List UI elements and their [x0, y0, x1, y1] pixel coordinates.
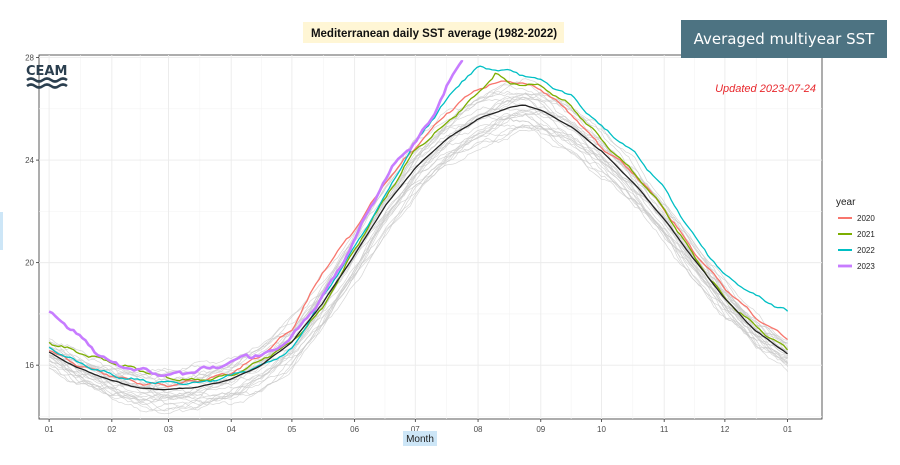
wave-icon — [26, 77, 68, 83]
x-tick-label: 03 — [164, 425, 173, 434]
x-tick-label: 09 — [536, 425, 545, 434]
y-tick-label: 28 — [25, 54, 34, 63]
updated-annotation: Updated 2023-07-24 — [715, 83, 816, 95]
series-line-2023 — [48, 59, 464, 377]
x-axis-ticks: 01 02 03 04 05 06 07 08 09 10 11 12 01 — [45, 419, 793, 434]
legend: year 2020 2021 2022 2023 — [836, 197, 875, 271]
x-tick-label: 05 — [287, 425, 296, 434]
chart-title-background — [303, 22, 564, 43]
historical-year-line — [48, 125, 788, 415]
x-tick-label: 06 — [350, 425, 359, 434]
x-tick-label: 02 — [107, 425, 116, 434]
x-axis-label-background — [403, 431, 437, 446]
y-tick-label: 24 — [25, 156, 34, 165]
x-tick-label: 08 — [474, 425, 483, 434]
x-axis-label: Month — [406, 434, 434, 445]
historical-year-line — [48, 113, 788, 405]
x-tick-label: 12 — [720, 425, 729, 434]
historical-year-line — [48, 109, 788, 403]
historical-year-line — [49, 117, 788, 405]
wave-icon — [26, 83, 68, 89]
x-tick-label: 07 — [411, 425, 420, 434]
legend-title: year — [836, 197, 856, 208]
ceam-logo: CEAM — [26, 64, 68, 89]
historical-year-line — [48, 113, 788, 401]
x-tick-label: 01 — [45, 425, 54, 434]
historical-year-line — [48, 94, 788, 387]
x-tick-label: 04 — [227, 425, 236, 434]
plot-panel — [38, 54, 823, 420]
x-tick-label: 11 — [660, 425, 669, 434]
x-tick-label: 01 — [783, 425, 792, 434]
x-tick-label: 10 — [597, 425, 606, 434]
historical-year-line — [48, 92, 788, 391]
grid-lines — [39, 55, 822, 419]
y-tick-label: 20 — [25, 259, 34, 268]
series-line-2021 — [48, 72, 789, 382]
legend-label-2021: 2021 — [857, 230, 875, 239]
averaged-multiyear-sst-badge[interactable]: Averaged multiyear SST — [681, 20, 887, 58]
chart-title: Mediterranean daily SST average (1982-20… — [311, 28, 557, 40]
y-tick-label: 16 — [25, 361, 34, 370]
average-line — [48, 104, 788, 391]
side-tab — [0, 212, 3, 250]
legend-label-2020: 2020 — [857, 214, 875, 223]
legend-label-2022: 2022 — [857, 246, 875, 255]
y-axis-ticks: 16 20 24 28 — [25, 54, 39, 370]
legend-label-2023: 2023 — [857, 262, 875, 271]
series-lines — [48, 59, 789, 391]
logo-text: CEAM — [26, 64, 67, 79]
